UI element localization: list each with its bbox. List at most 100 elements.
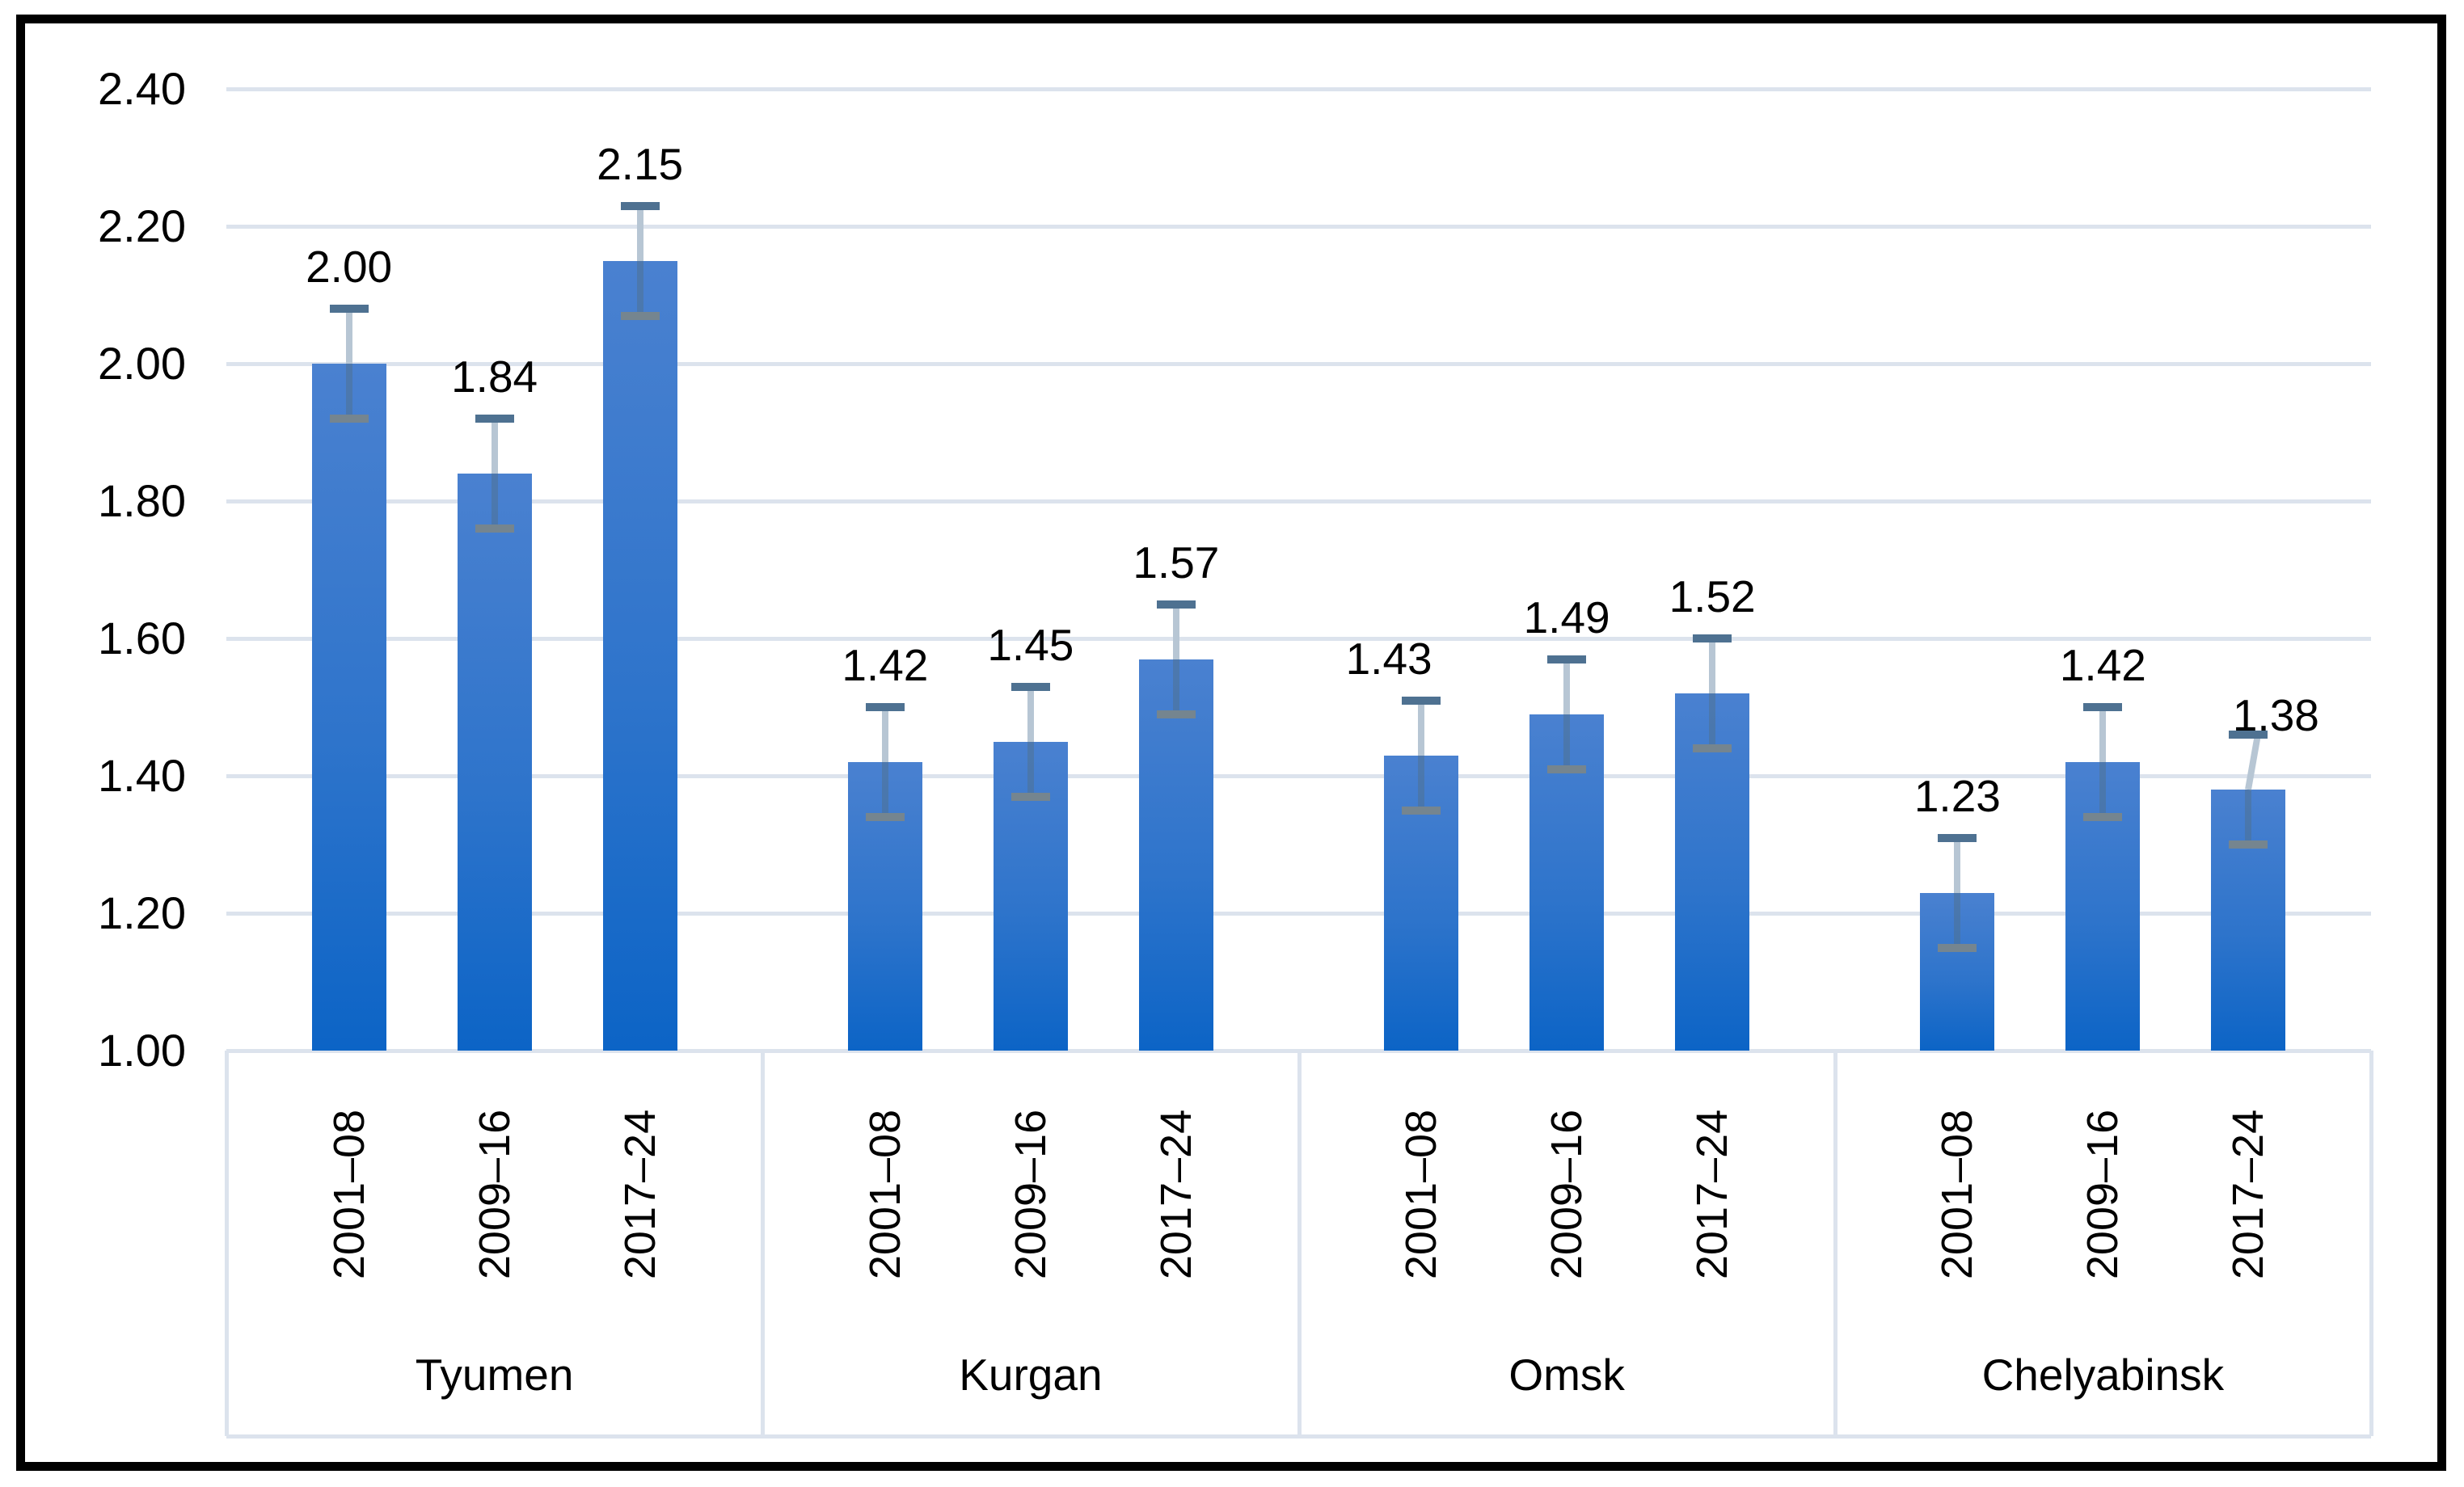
error-bar-upper-stem <box>1709 638 1716 693</box>
error-bar-upper-stem <box>881 707 888 762</box>
group-label: Tyumen <box>415 1350 574 1400</box>
period-tick-label: 2017–24 <box>1688 1109 1737 1280</box>
period-tick-label: 2001–08 <box>324 1109 373 1280</box>
y-axis-tick-label: 1.00 <box>98 1025 186 1076</box>
error-bar-upper-stem <box>1954 837 1961 893</box>
y-axis-tick-label: 1.40 <box>98 750 186 801</box>
error-bar-bottom-cap <box>1156 710 1196 718</box>
bar-value-label: 1.38 <box>2232 690 2319 740</box>
error-bar-bottom-cap <box>620 311 660 320</box>
period-tick-label: 2001–08 <box>1933 1109 1982 1280</box>
bar <box>1138 659 1213 1051</box>
error-bar-bottom-cap <box>1010 792 1050 801</box>
error-bar-upper-stem <box>2099 707 2107 762</box>
period-tick-label: 2001–08 <box>860 1109 909 1280</box>
gridline <box>226 774 2371 778</box>
category-band-separator <box>225 1051 229 1436</box>
error-bar-lower-stem <box>1172 659 1179 714</box>
bar-value-label: 2.00 <box>306 242 393 292</box>
period-tick-label: 2009–16 <box>470 1109 519 1280</box>
error-bar-top-cap <box>1156 600 1196 609</box>
y-axis-tick-label: 1.80 <box>98 475 186 526</box>
bar-value-label: 1.57 <box>1133 537 1220 588</box>
error-bar-lower-stem <box>1027 741 1034 797</box>
gridline <box>226 362 2371 366</box>
gridline <box>226 637 2371 641</box>
error-bar-lower-stem <box>491 474 498 529</box>
error-bar-lower-stem <box>1709 693 1716 748</box>
y-axis-tick-label: 2.20 <box>98 200 186 251</box>
error-bar-lower-stem <box>345 364 352 419</box>
bar-value-label: 1.42 <box>2059 640 2146 690</box>
error-bar-top-cap <box>2229 731 2268 739</box>
bar-value-label: 2.15 <box>597 138 684 189</box>
category-band-separator <box>1833 1051 1837 1436</box>
error-bar-top-cap <box>475 415 514 423</box>
error-bar-lower-stem <box>2245 790 2252 845</box>
bar-value-label: 1.45 <box>987 619 1074 670</box>
period-tick-label: 2009–16 <box>1542 1109 1592 1280</box>
gridline <box>226 912 2371 916</box>
error-bar-upper-stem <box>1418 700 1425 756</box>
error-bar-top-cap <box>2083 703 2123 711</box>
error-bar-bottom-cap <box>865 813 905 821</box>
error-bar-upper-stem <box>636 205 643 261</box>
bar-value-label: 1.84 <box>451 352 538 402</box>
bar <box>1675 693 1750 1051</box>
group-label: Chelyabinsk <box>1981 1350 2225 1400</box>
period-tick-label: 2009–16 <box>2078 1109 2128 1280</box>
error-bar-upper-stem <box>1172 604 1179 659</box>
category-band-separator <box>761 1051 766 1436</box>
error-bar-lower-stem <box>1563 714 1571 769</box>
error-bar-bottom-cap <box>2229 840 2268 849</box>
error-bar-bottom-cap <box>2083 813 2123 821</box>
category-band-separator <box>2369 1051 2373 1436</box>
period-tick-label: 2017–24 <box>2224 1109 2273 1280</box>
bar-value-label: 1.49 <box>1523 592 1610 642</box>
error-bar-top-cap <box>329 305 369 313</box>
period-tick-label: 2001–08 <box>1397 1109 1446 1280</box>
group-label: Omsk <box>1508 1350 1625 1400</box>
bar-value-label: 1.43 <box>1345 633 1432 684</box>
error-bar-lower-stem <box>1954 892 1961 948</box>
y-axis-tick-label: 1.60 <box>98 613 186 663</box>
error-bar-bottom-cap <box>329 415 369 423</box>
bar-value-label: 1.42 <box>842 640 929 690</box>
error-bar-top-cap <box>620 201 660 210</box>
error-bar-lower-stem <box>881 762 888 817</box>
error-bar-upper-stem <box>491 419 498 474</box>
error-bar-bottom-cap <box>475 524 514 533</box>
y-axis-tick-label: 2.40 <box>98 63 186 114</box>
error-bar-upper-stem <box>1027 686 1034 742</box>
gridline <box>226 225 2371 229</box>
error-bar-lower-stem <box>1418 755 1425 811</box>
category-band-separator <box>1297 1051 1302 1436</box>
error-bar-bottom-cap <box>1547 765 1587 773</box>
period-tick-label: 2009–16 <box>1006 1109 1055 1280</box>
error-bar-top-cap <box>1938 833 1977 842</box>
group-label: Kurgan <box>959 1350 1103 1400</box>
bar <box>311 364 386 1051</box>
error-bar-upper-stem <box>1563 659 1571 714</box>
bar <box>602 260 677 1051</box>
error-bar-top-cap <box>1010 682 1050 691</box>
period-tick-label: 2017–24 <box>615 1109 665 1280</box>
error-bar-lower-stem <box>636 260 643 316</box>
y-axis-tick-label: 2.00 <box>98 338 186 389</box>
error-bar-top-cap <box>1402 696 1441 705</box>
error-bar-top-cap <box>1547 655 1587 663</box>
period-tick-label: 2017–24 <box>1151 1109 1200 1280</box>
bar <box>457 474 532 1051</box>
error-bar-top-cap <box>865 703 905 711</box>
y-axis-tick-label: 1.20 <box>98 887 186 938</box>
gridline <box>226 87 2371 91</box>
gridline <box>226 499 2371 503</box>
chart-outer-frame <box>16 15 2446 1471</box>
error-bar-lower-stem <box>2099 762 2107 817</box>
error-bar-top-cap <box>1693 634 1732 642</box>
category-band-bottom-border <box>226 1434 2371 1439</box>
bar-value-label: 1.52 <box>1669 571 1756 621</box>
bar-value-label: 1.23 <box>1913 770 2001 821</box>
error-bar-bottom-cap <box>1938 943 1977 952</box>
